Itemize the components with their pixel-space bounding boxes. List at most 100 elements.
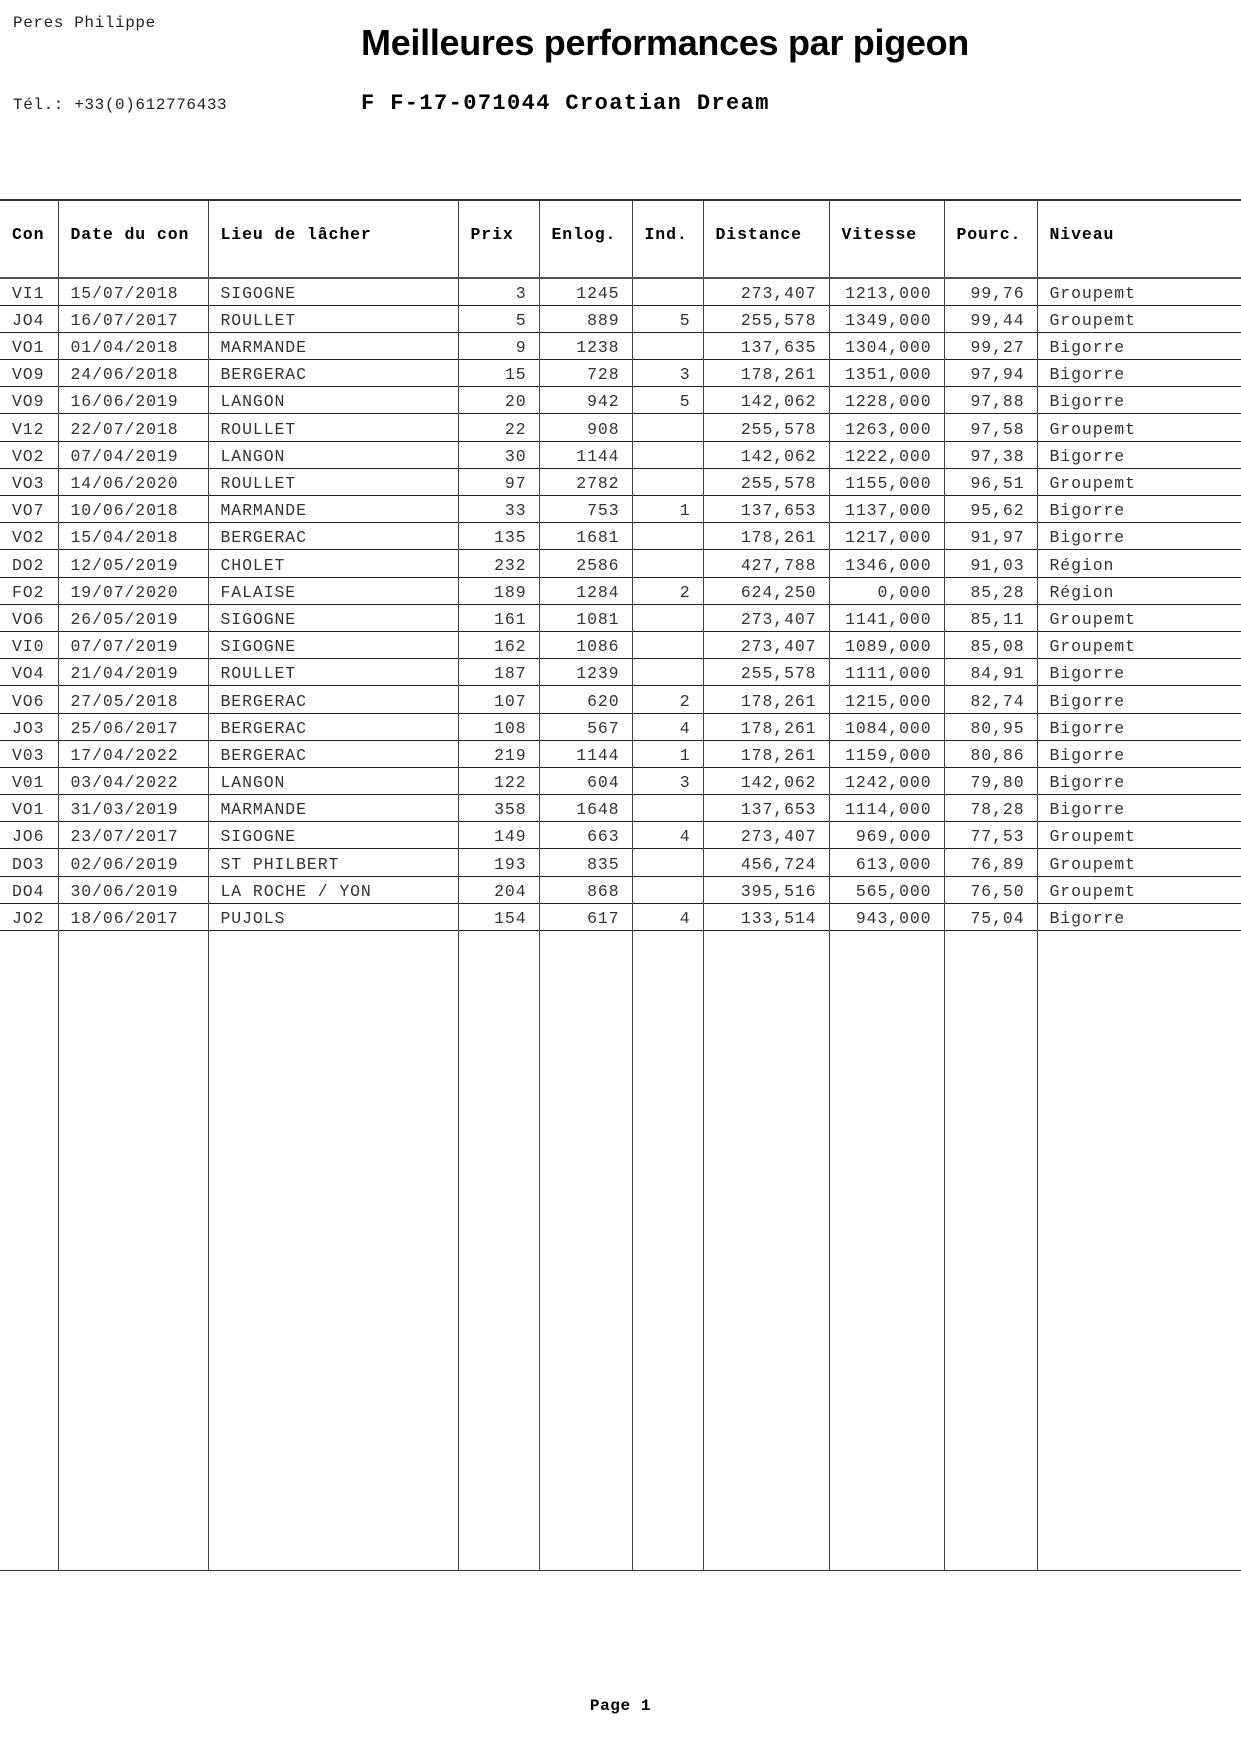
cell-lieu: LA ROCHE / YON [207, 876, 458, 904]
cell-con: VO2 [12, 446, 45, 466]
empty-cell [0, 931, 58, 1571]
cell-prix: 189 [457, 577, 539, 605]
cell-con: DO2 [12, 555, 45, 575]
cell-niveau: Groupemt [1036, 468, 1241, 496]
column-header-con: Con [12, 224, 45, 244]
cell-ind [631, 658, 703, 686]
cell-vitesse: 1159,000 [828, 740, 944, 768]
cell-con: VO1 [12, 338, 45, 358]
cell-prix: 97 [457, 468, 539, 496]
cell-prix: 204 [457, 876, 539, 904]
cell-lieu: BERGERAC [207, 740, 458, 768]
cell-pourc: 95,62 [943, 495, 1037, 523]
owner-phone: Tél.: +33(0)612776433 [13, 96, 228, 114]
cell-lieu: SIGOGNE [207, 821, 458, 849]
cell-vitesse: 1351,000 [828, 359, 944, 387]
cell-vitesse: 943,000 [828, 903, 944, 931]
cell-lieu: ROULLET [207, 658, 458, 686]
cell-ind: 5 [631, 305, 703, 333]
cell-enlog: 1238 [538, 332, 632, 360]
cell-ind [631, 522, 703, 550]
cell-distance: 178,261 [702, 740, 829, 768]
cell-date: 01/04/2018 [57, 332, 208, 360]
cell-date: 15/04/2018 [57, 522, 208, 550]
column-header-ind: Ind. [631, 200, 703, 278]
cell-ind: 5 [631, 386, 703, 414]
table-row: VO9 24/06/2018 BERGERAC 15 728 3 178,261 1351,0… [0, 359, 1241, 387]
cell-date: 17/04/2022 [57, 740, 208, 768]
cell-date: 07/07/2019 [57, 631, 208, 659]
cell-prix: 232 [457, 549, 539, 578]
cell-lieu: ROULLET [207, 468, 458, 496]
cell-vitesse: 1141,000 [828, 604, 944, 632]
cell-enlog: 617 [538, 903, 632, 931]
cell-distance: 137,635 [702, 332, 829, 360]
cell-date: 24/06/2018 [57, 359, 208, 387]
cell-lieu: MARMANDE [207, 495, 458, 523]
cell-niveau: Bigorre [1036, 767, 1241, 795]
empty-cell [207, 930, 458, 1571]
table-row: VO9 16/06/2019 LANGON 20 942 5 142,062 1228,000… [0, 386, 1241, 414]
cell-enlog: 620 [538, 685, 632, 713]
cell-vitesse: 1111,000 [828, 658, 944, 686]
cell-niveau: Groupemt [1036, 631, 1241, 659]
cell-niveau: Bigorre [1036, 740, 1241, 768]
cell-prix: 108 [457, 713, 539, 741]
cell-pourc: 75,04 [943, 903, 1037, 931]
cell-lieu: SIGOGNE [207, 604, 458, 632]
column-header-niveau: Niveau [1036, 200, 1241, 278]
cell-con: DO4 [12, 881, 45, 901]
cell-date: 10/06/2018 [57, 495, 208, 523]
cell-prix: 135 [457, 522, 539, 550]
table-row: VO1 01/04/2018 MARMANDE 9 1238 137,635 1304,00… [0, 332, 1241, 360]
table-row: VO7 10/06/2018 MARMANDE 33 753 1 137,653 1137,0… [0, 495, 1241, 523]
empty-cell [1036, 930, 1241, 1571]
cell-prix: 149 [457, 821, 539, 849]
cell-con: VO3 [12, 474, 45, 493]
performance-table: Con Date du con Lieu de lâcher Prix Enlog. In… [0, 199, 1241, 1571]
cell-pourc: 97,58 [943, 413, 1037, 442]
cell-con: V12 [12, 419, 45, 439]
cell-ind: 4 [631, 903, 703, 931]
cell-vitesse: 1346,000 [828, 549, 944, 578]
cell-vitesse: 0,000 [828, 577, 944, 605]
cell-niveau: Bigorre [1036, 495, 1241, 523]
table-row: VO3 14/06/2020 ROULLET 97 2782 255,578 1155,00… [0, 468, 1241, 496]
cell-pourc: 99,76 [943, 278, 1037, 306]
cell-prix: 20 [457, 386, 539, 414]
cell-pourc: 84,91 [943, 658, 1037, 686]
cell-ind [631, 876, 703, 904]
table-row: JO2 18/06/2017 PUJOLS 154 617 4 133,514 943,000… [0, 903, 1241, 931]
cell-distance: 133,514 [702, 903, 829, 931]
cell-ind: 3 [631, 767, 703, 795]
cell-pourc: 96,51 [943, 468, 1037, 496]
cell-vitesse: 1217,000 [828, 522, 944, 550]
cell-niveau: Bigorre [1036, 332, 1241, 360]
cell-prix: 122 [457, 767, 539, 795]
cell-distance: 273,407 [702, 821, 829, 849]
cell-con: V03 [12, 745, 45, 765]
cell-enlog: 942 [538, 386, 632, 414]
column-header-pourc: Pourc. [943, 200, 1037, 278]
cell-enlog: 567 [538, 713, 632, 741]
cell-ind [631, 631, 703, 659]
cell-pourc: 99,27 [943, 332, 1037, 360]
cell-con: VO1 [12, 800, 45, 820]
table-row: V03 17/04/2022 BERGERAC 219 1144 1 178,261 1159… [0, 740, 1241, 768]
cell-ind [631, 549, 703, 578]
cell-distance: 142,062 [702, 386, 829, 414]
cell-niveau: Bigorre [1036, 441, 1241, 469]
empty-cell [57, 930, 208, 1571]
column-header-date: Date du con [57, 200, 208, 278]
cell-distance: 255,578 [702, 468, 829, 496]
cell-enlog: 2586 [538, 549, 632, 578]
cell-distance: 142,062 [702, 441, 829, 469]
cell-enlog: 1081 [538, 604, 632, 632]
cell-niveau: Région [1036, 577, 1241, 605]
cell-prix: 9 [457, 332, 539, 360]
cell-vitesse: 565,000 [828, 876, 944, 904]
cell-con: VO6 [12, 691, 45, 711]
cell-niveau: Groupemt [1036, 305, 1241, 333]
cell-distance: 178,261 [702, 713, 829, 741]
cell-lieu: CHOLET [207, 549, 458, 578]
